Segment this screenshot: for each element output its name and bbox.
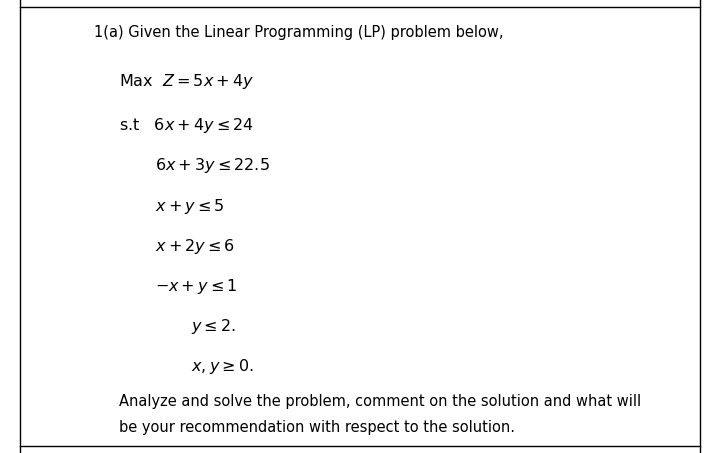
Text: s.t   $6x + 4y \leq 24$: s.t $6x + 4y \leq 24$ xyxy=(119,116,253,135)
Text: $-x + y \leq 1$: $-x + y \leq 1$ xyxy=(155,277,237,296)
Text: Analyze and solve the problem, comment on the solution and what will: Analyze and solve the problem, comment o… xyxy=(119,394,641,409)
Text: Max  $Z = 5x + 4y$: Max $Z = 5x + 4y$ xyxy=(119,72,253,92)
Text: $6x + 3y \leq 22.5$: $6x + 3y \leq 22.5$ xyxy=(155,156,269,175)
Text: 1(a) Given the Linear Programming (LP) problem below,: 1(a) Given the Linear Programming (LP) p… xyxy=(94,25,503,40)
Text: $x + 2y \leq 6$: $x + 2y \leq 6$ xyxy=(155,237,235,256)
Text: $x, y \geq 0.$: $x, y \geq 0.$ xyxy=(191,357,253,376)
Text: $y \leq 2.$: $y \leq 2.$ xyxy=(191,317,236,336)
Text: be your recommendation with respect to the solution.: be your recommendation with respect to t… xyxy=(119,420,515,435)
Text: $x + y \leq 5$: $x + y \leq 5$ xyxy=(155,197,224,216)
